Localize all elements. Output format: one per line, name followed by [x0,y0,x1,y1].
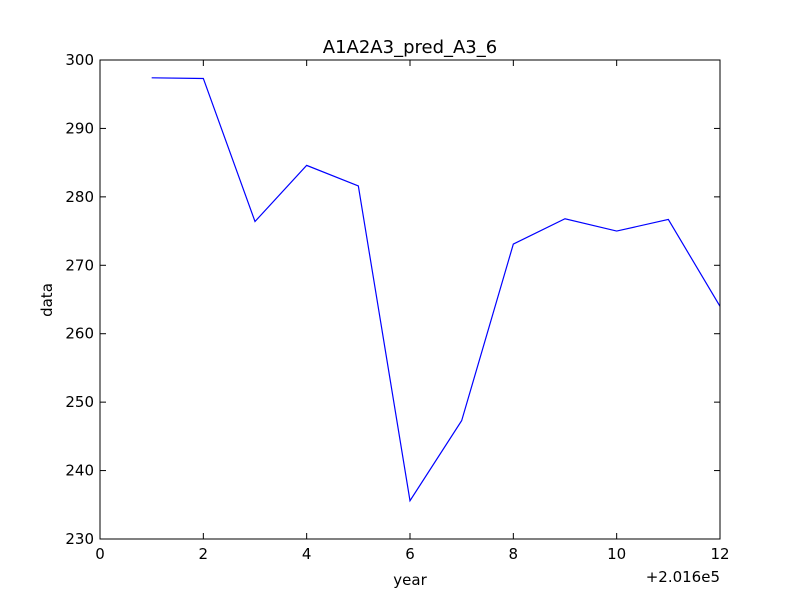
x-axis-ticks: 0 2 4 6 8 10 12 [95,60,730,563]
x-axis-offset-label: +2.016e5 [646,568,720,586]
y-tick-label: 300 [65,51,94,69]
x-tick-label: 6 [405,545,415,563]
y-tick-label: 240 [65,462,94,480]
y-tick-label: 230 [65,530,94,548]
x-axis-label: year [393,571,427,589]
x-tick-label: 4 [302,545,312,563]
x-tick-label: 2 [199,545,209,563]
x-tick-label: 12 [710,545,729,563]
y-tick-label: 260 [65,325,94,343]
plot-frame [99,59,721,540]
series-line [151,77,720,503]
y-tick-label: 290 [65,119,94,137]
y-tick-label: 270 [65,256,94,274]
plot-area [151,77,720,503]
y-axis-label: data [38,283,56,317]
y-axis-ticks: 230 240 250 260 270 280 290 300 [65,51,720,548]
x-tick-label: 0 [95,545,105,563]
x-tick-label: 8 [509,545,519,563]
chart-title: A1A2A3_pred_A3_6 [323,37,497,58]
x-tick-label: 10 [607,545,626,563]
y-tick-label: 250 [65,393,94,411]
y-tick-label: 280 [65,188,94,206]
